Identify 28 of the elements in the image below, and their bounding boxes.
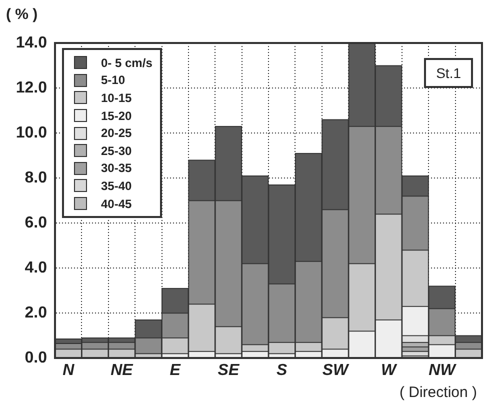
x-tick-label: S xyxy=(276,362,288,380)
legend-label: 5-10 xyxy=(101,73,126,88)
y-tick-label: 14.0 xyxy=(16,34,48,52)
x-tick-label: NE xyxy=(110,362,134,380)
x-tick-label: NW xyxy=(428,362,458,380)
legend-label: 15-20 xyxy=(101,108,132,123)
y-tick-label: 4.0 xyxy=(24,259,48,276)
x-tick-label: N xyxy=(62,362,75,380)
y-tick-label: 12.0 xyxy=(16,79,48,96)
legend-label: 10-15 xyxy=(101,90,132,105)
x-tick-label: E xyxy=(170,362,182,380)
legend-label: 40-45 xyxy=(101,196,132,211)
y-tick-label: 0.0 xyxy=(24,349,48,366)
x-tick-label: SE xyxy=(218,362,240,380)
x-tick-label: SW xyxy=(322,362,350,380)
legend-label: 20-25 xyxy=(101,126,132,140)
legend-label: 0- 5 cm/s xyxy=(101,56,152,70)
y-tick-label: 6.0 xyxy=(24,214,48,232)
y-axis-title: ( % ) xyxy=(6,6,38,23)
y-tick-label: 8.0 xyxy=(24,169,48,186)
y-tick-label: 2.0 xyxy=(24,304,48,322)
y-tick-label: 10.0 xyxy=(16,124,48,142)
x-tick-label: W xyxy=(381,362,398,380)
legend-label: 35-40 xyxy=(101,178,132,193)
legend-label: 25-30 xyxy=(101,144,132,158)
annotation: St.1 xyxy=(424,58,473,88)
legend-label: 30-35 xyxy=(101,161,132,176)
x-axis-title: ( Direction ) xyxy=(399,384,477,401)
